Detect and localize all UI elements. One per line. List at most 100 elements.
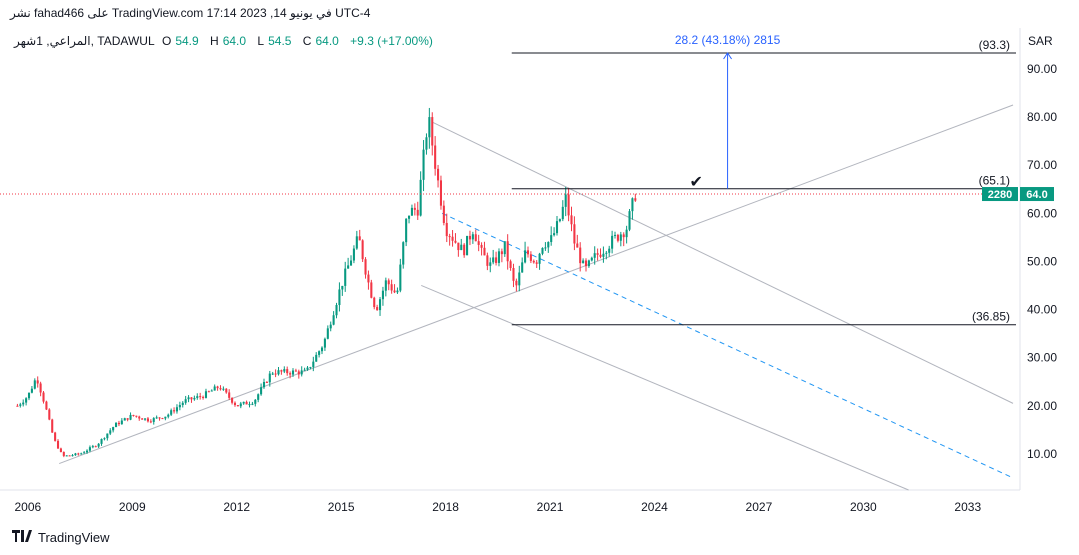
candle-body	[396, 290, 399, 293]
dashed-trendline	[441, 212, 1014, 479]
candle-body	[613, 234, 617, 236]
candle-body	[486, 255, 489, 266]
candle-body	[85, 450, 89, 453]
candle-body	[532, 260, 535, 263]
candle-body	[419, 179, 422, 216]
y-tick-label: 90.00	[1027, 62, 1057, 76]
annotations: 2280 64.0 28.2 (43.18%) 2815 ✔	[0, 33, 1054, 202]
candle-body	[161, 418, 164, 420]
candle-body	[364, 259, 367, 275]
candle-body	[112, 427, 115, 431]
candle-body	[25, 398, 28, 403]
candle-body	[213, 386, 216, 391]
candle-body	[68, 455, 71, 457]
candle-body	[16, 405, 19, 407]
candle-body	[300, 370, 303, 375]
candle-body	[170, 410, 173, 415]
candle-body	[303, 369, 306, 371]
candle-body	[190, 397, 193, 400]
candle-body	[535, 262, 538, 264]
candle-body	[544, 247, 547, 249]
candle-body	[233, 402, 237, 406]
candle-body	[347, 265, 350, 269]
candle-body	[399, 264, 402, 291]
projection-label: 28.2 (43.18%) 2815	[675, 33, 781, 47]
candle-body	[352, 248, 355, 261]
candle-body	[605, 252, 608, 254]
candle-body	[222, 388, 225, 390]
candle-body	[387, 280, 390, 285]
candle-body	[83, 452, 86, 454]
candle-body	[497, 251, 501, 263]
publish-line: نشر fahad466 على TradingView.com في يوني…	[10, 6, 371, 20]
candle-body	[271, 373, 274, 375]
y-tick-label: 60.00	[1027, 206, 1057, 220]
symbol-name[interactable]: المراعي, 1شهر, TADAWUL	[14, 34, 155, 48]
candle-body	[245, 401, 248, 405]
candle-body	[184, 399, 187, 403]
candle-body	[576, 243, 579, 248]
footer: TradingView	[12, 529, 110, 546]
candle-body	[355, 236, 358, 249]
candle-body	[428, 117, 431, 138]
candle-body	[62, 452, 65, 456]
candle-body	[268, 373, 271, 383]
volume-badge-label: 2280	[988, 189, 1012, 201]
candle-body	[471, 234, 474, 240]
candle-body	[202, 396, 205, 398]
candle-body	[175, 407, 179, 412]
candle-body	[550, 235, 553, 243]
candle-body	[515, 280, 518, 286]
candle-body	[231, 397, 234, 403]
candle-body	[451, 236, 454, 241]
candle-body	[541, 247, 544, 254]
candle-body	[315, 354, 318, 362]
candle-body	[59, 448, 62, 453]
candle-body	[349, 260, 353, 266]
candle-body	[625, 229, 628, 238]
candle-body	[558, 219, 561, 222]
candle-body	[109, 430, 112, 434]
candle-body	[492, 257, 495, 263]
brand-name: TradingView	[38, 530, 110, 545]
candle-body	[65, 455, 68, 457]
candle-body	[22, 402, 25, 405]
candle-body	[242, 401, 245, 404]
candle-body	[518, 272, 521, 286]
candle-body	[521, 262, 524, 273]
close-readout: C 64.0	[302, 34, 339, 48]
candle-body	[257, 394, 260, 400]
candle-body	[158, 417, 161, 419]
candle-body	[30, 388, 33, 393]
candle-body	[27, 392, 31, 399]
candle-body	[94, 446, 97, 448]
candle-body	[410, 207, 413, 216]
candle-body	[254, 399, 257, 404]
candle-body	[466, 235, 469, 256]
candle-body	[431, 117, 434, 146]
candle-body	[596, 253, 599, 255]
candle-body	[506, 241, 509, 262]
checkmark-icon: ✔	[690, 174, 703, 191]
candle-body	[489, 262, 492, 266]
candle-body	[468, 235, 472, 240]
candle-body	[584, 260, 588, 267]
candle-body	[126, 418, 129, 420]
candle-body	[477, 241, 480, 245]
candle-body	[509, 261, 512, 269]
candle-body	[19, 404, 22, 406]
y-tick-label: 70.00	[1027, 158, 1057, 172]
trendline	[431, 121, 1014, 404]
candle-body	[538, 253, 541, 264]
candle-body	[219, 388, 222, 390]
candle-body	[378, 299, 382, 311]
candle-body	[286, 369, 289, 374]
candle-body	[448, 236, 451, 238]
candle-body	[555, 221, 559, 234]
currency-label: SAR	[1028, 34, 1053, 48]
x-tick-label: 2030	[850, 500, 877, 514]
candle-body	[33, 380, 36, 389]
candle-body	[42, 392, 45, 402]
candle-body	[634, 198, 637, 201]
